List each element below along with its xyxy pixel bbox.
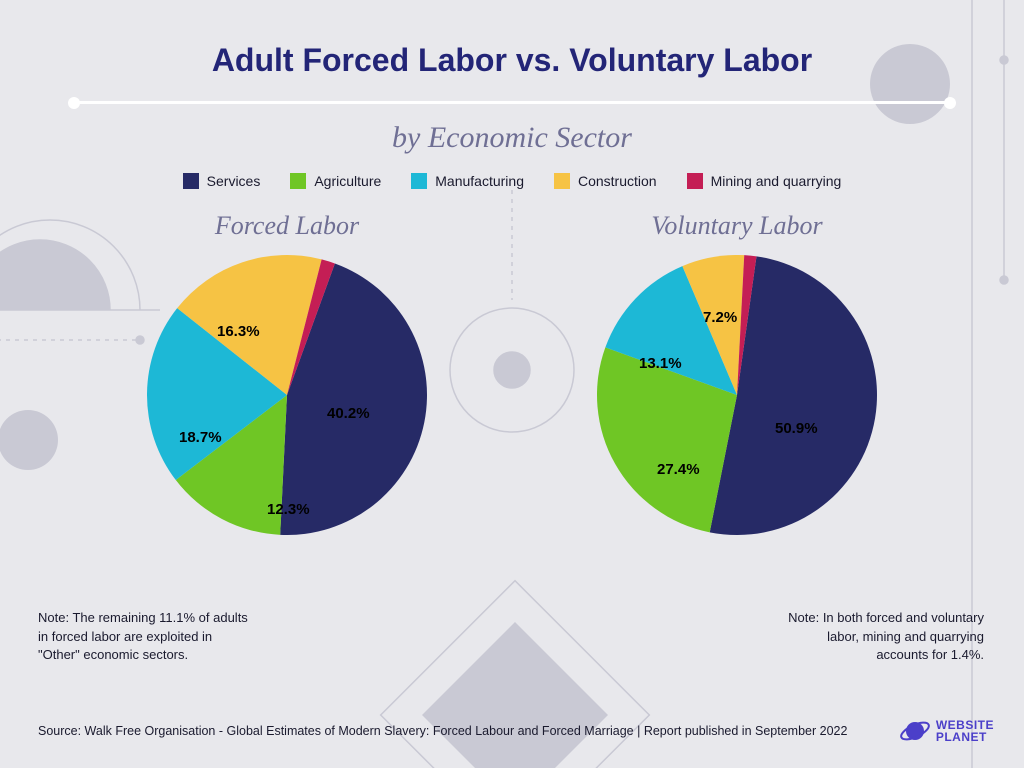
legend-swatch [290,173,306,189]
legend-label: Agriculture [314,173,381,189]
legend-swatch [687,173,703,189]
pie-slice-label: 40.2% [327,405,370,422]
voluntary-chart-title: Voluntary Labor [597,211,877,241]
legend-swatch [183,173,199,189]
pie-svg [147,255,427,535]
pie-slice-label: 50.9% [775,420,818,437]
legend-label: Manufacturing [435,173,524,189]
legend-item: Mining and quarrying [687,173,842,189]
voluntary-labor-chart: Voluntary Labor 50.9% 27.4% 13.1% 7.2% [597,211,877,535]
legend-item: Manufacturing [411,173,524,189]
planet-icon [900,716,930,746]
legend-swatch [554,173,570,189]
pie-slice-label: 12.3% [267,501,310,518]
title-divider [72,97,952,107]
forced-labor-chart: Forced Labor 40.2% 12.3% 18.7% 16.3% [147,211,427,535]
logo-line2: PLANET [936,731,994,743]
legend-label: Construction [578,173,657,189]
note-voluntary: Note: In both forced and voluntary labor… [774,609,984,664]
legend-item: Services [183,173,261,189]
main-title: Adult Forced Labor vs. Voluntary Labor [0,0,1024,79]
note-forced: Note: The remaining 11.1% of adults in f… [38,609,248,664]
pie-slice-label: 18.7% [179,429,222,446]
legend-label: Services [207,173,261,189]
pie-slice-label: 13.1% [639,355,682,372]
legend-item: Agriculture [290,173,381,189]
pie-svg [597,255,877,535]
forced-chart-title: Forced Labor [147,211,427,241]
charts-row: Forced Labor 40.2% 12.3% 18.7% 16.3% Volunt… [0,211,1024,535]
pie-slice-label: 27.4% [657,461,700,478]
legend-swatch [411,173,427,189]
pie-slice-label: 16.3% [217,323,260,340]
legend-label: Mining and quarrying [711,173,842,189]
subtitle: by Economic Sector [0,121,1024,155]
pie-slice-label: 7.2% [703,309,737,326]
source-text: Source: Walk Free Organisation - Global … [38,724,847,738]
legend: Services Agriculture Manufacturing Construc… [0,173,1024,189]
website-planet-logo: WEBSITE PLANET [900,716,994,746]
legend-item: Construction [554,173,657,189]
